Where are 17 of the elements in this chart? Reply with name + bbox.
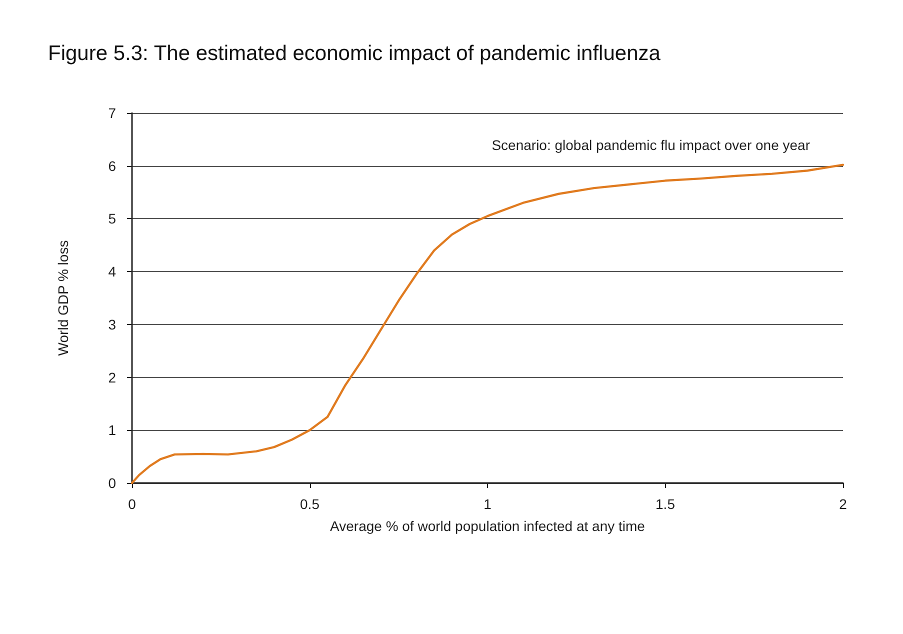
chart-title: Figure 5.3: The estimated economic impact of pandemic influenza	[48, 42, 661, 65]
y-tick-label: 1	[108, 422, 116, 438]
y-tick-label: 4	[108, 264, 116, 280]
x-tick-label: 1.5	[656, 496, 676, 512]
y-tick-label: 5	[108, 210, 116, 227]
x-tick-label: 2	[839, 496, 848, 512]
y-axis-title: World GDP % loss	[55, 240, 71, 356]
y-tick-label: 7	[108, 105, 116, 121]
annotation: Scenario: global pandemic flu impact over one year	[492, 137, 810, 153]
x-axis-title: Average % of world population infected at any time	[330, 518, 646, 534]
x-tick-label: 0	[128, 496, 136, 512]
y-tick-label: 6	[108, 158, 116, 174]
x-tick-label: 0.5	[300, 496, 320, 512]
y-tick-label: 3	[108, 316, 116, 332]
y-tick-label: 0	[108, 475, 116, 491]
y-tick-label: 2	[108, 369, 116, 386]
x-tick-label: 1	[484, 496, 492, 512]
